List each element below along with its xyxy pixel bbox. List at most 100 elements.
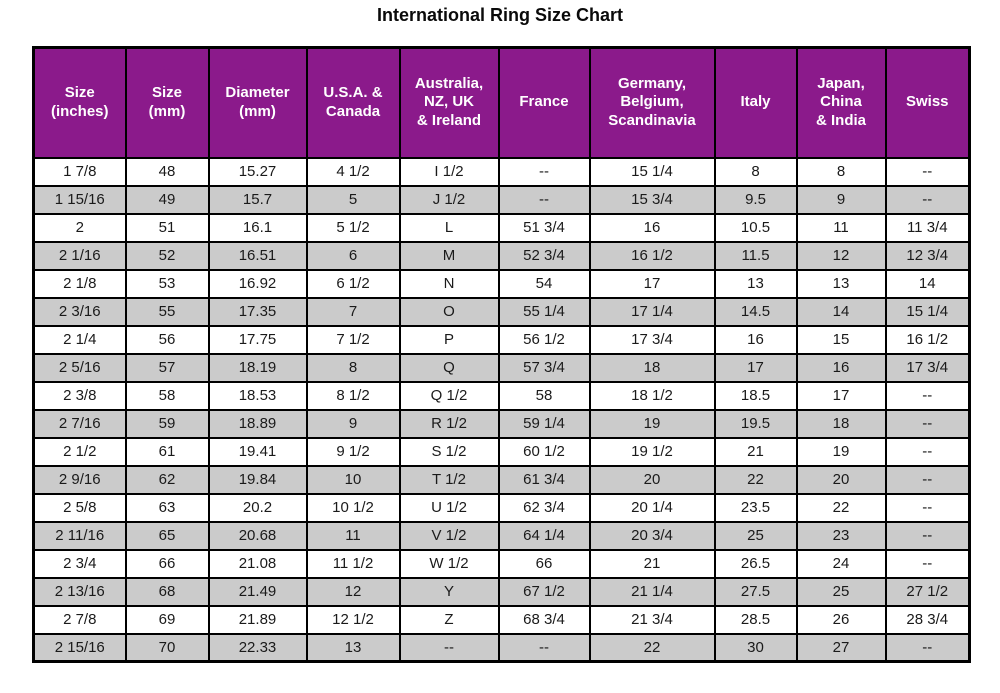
- table-cell: --: [884, 520, 971, 551]
- table-cell: 21.49: [207, 576, 308, 607]
- table-cell: --: [398, 632, 500, 663]
- table-cell: 16: [795, 352, 887, 383]
- table-cell: 16 1/2: [884, 324, 971, 355]
- table-cell: 2 3/16: [32, 296, 127, 327]
- table-cell: 2 11/16: [32, 520, 127, 551]
- column-header: U.S.A. & Canada: [305, 46, 401, 159]
- table-cell: 2 3/4: [32, 548, 127, 579]
- table-cell: 26: [795, 604, 887, 635]
- table-cell: 62 3/4: [497, 492, 591, 523]
- table-row: 2 3/16 55 17.35 7 O 55 1/4 17 1/4 14.5 14 15 1/4: [32, 296, 971, 327]
- table-cell: 21 3/4: [588, 604, 716, 635]
- table-cell: 6 1/2: [305, 268, 401, 299]
- table-cell: 9: [305, 408, 401, 439]
- table-cell: 59 1/4: [497, 408, 591, 439]
- table-cell: 11 3/4: [884, 212, 971, 243]
- table-cell: 18.53: [207, 380, 308, 411]
- table-cell: --: [884, 380, 971, 411]
- table-cell: 9 1/2: [305, 436, 401, 467]
- table-cell: 2 1/4: [32, 324, 127, 355]
- table-cell: 57 3/4: [497, 352, 591, 383]
- table-row: 2 7/8 69 21.89 12 1/2 Z 68 3/4 21 3/4 28.5 26 28 …: [32, 604, 971, 635]
- table-cell: 9: [795, 184, 887, 215]
- table-cell: 2 1/8: [32, 268, 127, 299]
- table-cell: 11: [795, 212, 887, 243]
- table-cell: 22: [713, 464, 798, 495]
- table-row: 2 3/8 58 18.53 8 1/2 Q 1/2 58 18 1/2 18.5 17 --: [32, 380, 971, 411]
- table-cell: 28 3/4: [884, 604, 971, 635]
- table-row: 2 5/16 57 18.19 8 Q 57 3/4 18 17 16 17 3/4: [32, 352, 971, 383]
- table-cell: 10.5: [713, 212, 798, 243]
- table-row: 2 1/16 52 16.51 6 M 52 3/4 16 1/2 11.5 12 12 3/4: [32, 240, 971, 271]
- table-cell: 7: [305, 296, 401, 327]
- table-cell: M: [398, 240, 500, 271]
- table-body: 1 7/8 48 15.27 4 1/2 I 1/2 -- 15 1/4 8 8 -- 1 15/1…: [32, 156, 971, 663]
- table-row: 2 5/8 63 20.2 10 1/2 U 1/2 62 3/4 20 1/4 23.5 22…: [32, 492, 971, 523]
- table-cell: 25: [795, 576, 887, 607]
- table-cell: Z: [398, 604, 500, 635]
- table-cell: 14.5: [713, 296, 798, 327]
- table-cell: 19.5: [713, 408, 798, 439]
- table-cell: 27: [795, 632, 887, 663]
- table-row: 2 1/2 61 19.41 9 1/2 S 1/2 60 1/2 19 1/2 21 19 --: [32, 436, 971, 467]
- table-cell: 19.84: [207, 464, 308, 495]
- table-cell: 17 1/4: [588, 296, 716, 327]
- table-cell: W 1/2: [398, 548, 500, 579]
- table-cell: 11: [305, 520, 401, 551]
- table-cell: 8 1/2: [305, 380, 401, 411]
- table-cell: 69: [124, 604, 210, 635]
- table-cell: 26.5: [713, 548, 798, 579]
- column-header: Diameter (mm): [207, 46, 308, 159]
- table-cell: R 1/2: [398, 408, 500, 439]
- table-cell: 8: [795, 156, 887, 187]
- table-cell: I 1/2: [398, 156, 500, 187]
- column-header: Australia, NZ, UK & Ireland: [398, 46, 500, 159]
- table-cell: 25: [713, 520, 798, 551]
- table-cell: Q 1/2: [398, 380, 500, 411]
- table-cell: 15: [795, 324, 887, 355]
- table-cell: 10: [305, 464, 401, 495]
- table-cell: O: [398, 296, 500, 327]
- table-cell: S 1/2: [398, 436, 500, 467]
- table-cell: 27.5: [713, 576, 798, 607]
- table-cell: 2 1/2: [32, 436, 127, 467]
- table-cell: 17.75: [207, 324, 308, 355]
- table-cell: 68 3/4: [497, 604, 591, 635]
- table-cell: 2 1/16: [32, 240, 127, 271]
- table-cell: P: [398, 324, 500, 355]
- table-cell: 13: [305, 632, 401, 663]
- table-cell: 23: [795, 520, 887, 551]
- table-row: 1 15/16 49 15.7 5 J 1/2 -- 15 3/4 9.5 9 --: [32, 184, 971, 215]
- table-cell: --: [884, 632, 971, 663]
- table-cell: 21: [588, 548, 716, 579]
- table-cell: 55 1/4: [497, 296, 591, 327]
- table-cell: 8: [305, 352, 401, 383]
- table-cell: 12 1/2: [305, 604, 401, 635]
- table-cell: 12: [305, 576, 401, 607]
- table-cell: 28.5: [713, 604, 798, 635]
- table-row: 2 1/4 56 17.75 7 1/2 P 56 1/2 17 3/4 16 15 16 1/2: [32, 324, 971, 355]
- table-cell: 6: [305, 240, 401, 271]
- table-cell: 17: [588, 268, 716, 299]
- table-cell: 22.33: [207, 632, 308, 663]
- table-cell: L: [398, 212, 500, 243]
- table-cell: 15 1/4: [588, 156, 716, 187]
- table-cell: 1 15/16: [32, 184, 127, 215]
- table-cell: 12 3/4: [884, 240, 971, 271]
- column-header: Italy: [713, 46, 798, 159]
- table-cell: 1 7/8: [32, 156, 127, 187]
- table-cell: 64 1/4: [497, 520, 591, 551]
- table-cell: 48: [124, 156, 210, 187]
- table-cell: 2 3/8: [32, 380, 127, 411]
- table-cell: 18: [795, 408, 887, 439]
- table-cell: 52 3/4: [497, 240, 591, 271]
- table-cell: 18.19: [207, 352, 308, 383]
- table-cell: 22: [588, 632, 716, 663]
- table-cell: U 1/2: [398, 492, 500, 523]
- table-row: 2 13/16 68 21.49 12 Y 67 1/2 21 1/4 27.5 25 27 1/…: [32, 576, 971, 607]
- table-cell: 16.92: [207, 268, 308, 299]
- table-cell: 10 1/2: [305, 492, 401, 523]
- table-cell: 16 1/2: [588, 240, 716, 271]
- table-cell: 53: [124, 268, 210, 299]
- column-header: Germany, Belgium, Scandinavia: [588, 46, 716, 159]
